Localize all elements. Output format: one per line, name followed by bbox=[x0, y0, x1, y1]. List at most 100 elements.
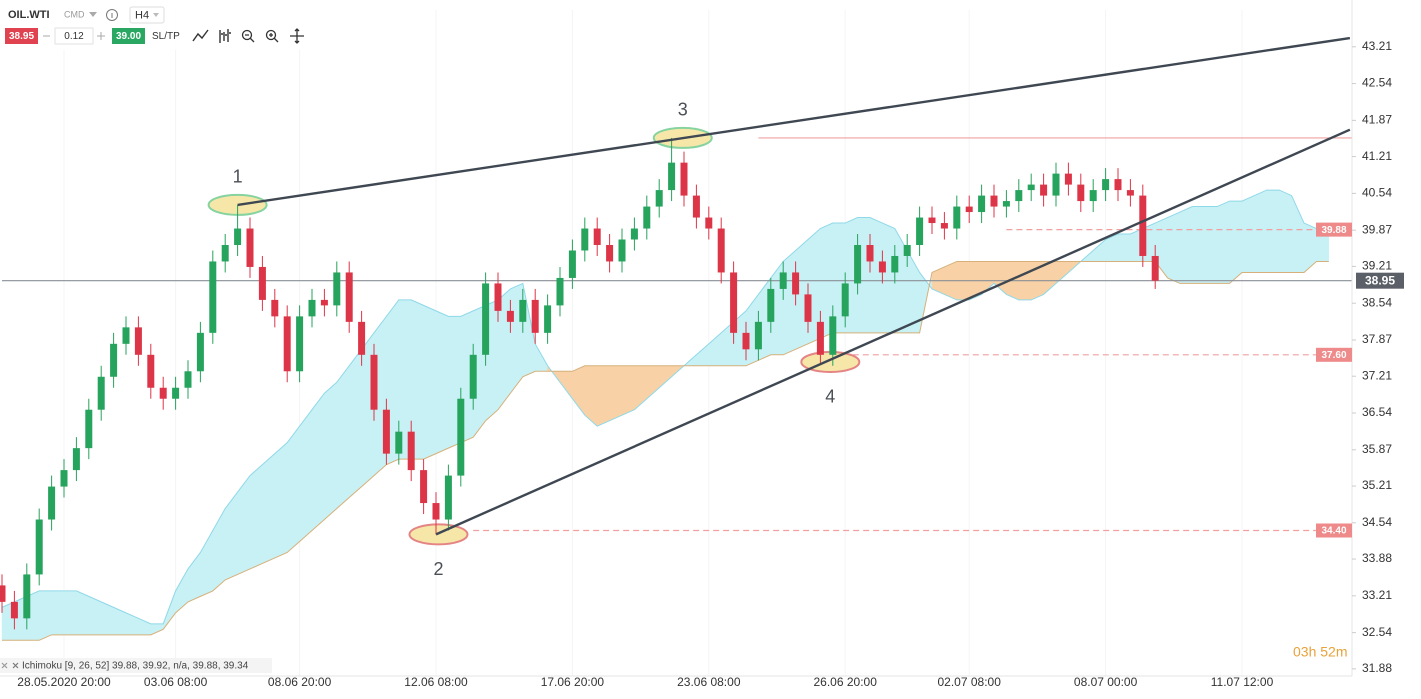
buy-price[interactable]: 39.00 bbox=[116, 31, 141, 42]
candles-icon[interactable] bbox=[219, 29, 231, 43]
info-icon[interactable] bbox=[106, 9, 118, 21]
zoom-in-icon[interactable] bbox=[265, 29, 277, 41]
candle-body bbox=[320, 299, 328, 306]
y-tick-label: 31.88 bbox=[1362, 661, 1392, 675]
y-tick-label: 37.87 bbox=[1362, 332, 1392, 346]
candle-body bbox=[1064, 173, 1072, 185]
candle-body bbox=[767, 288, 775, 322]
indicator-legend-bg bbox=[0, 658, 272, 673]
cloud-segment bbox=[286, 425, 300, 554]
candle-body bbox=[630, 228, 638, 240]
plot-area: 1 2 3 4 bbox=[0, 10, 1352, 676]
zoom-out-icon[interactable] bbox=[241, 29, 253, 41]
candle-body bbox=[1027, 184, 1035, 191]
candle-body bbox=[792, 272, 800, 295]
y-tick-label: 43.21 bbox=[1362, 39, 1392, 53]
price-tag-label: 38.95 bbox=[1365, 273, 1395, 287]
candle-body bbox=[308, 299, 316, 317]
candle-body bbox=[134, 327, 142, 355]
sell-price[interactable]: 38.95 bbox=[9, 31, 34, 42]
candle-body bbox=[444, 475, 452, 520]
y-tick-label: 34.54 bbox=[1362, 515, 1392, 529]
sltp-button[interactable]: SL/TP bbox=[152, 31, 180, 42]
candle-body bbox=[1126, 190, 1134, 196]
cloud-segment bbox=[596, 365, 610, 427]
candle-body bbox=[581, 228, 589, 251]
candle-body bbox=[1151, 255, 1159, 281]
y-tick-label: 42.54 bbox=[1362, 76, 1392, 90]
candle-body bbox=[978, 195, 986, 213]
candle-body bbox=[184, 371, 192, 388]
candle-body bbox=[878, 261, 886, 273]
zoom-in-icon-mark bbox=[269, 33, 279, 43]
cloud-segment bbox=[782, 249, 796, 356]
candle-body bbox=[717, 228, 725, 273]
crosshair-icon[interactable] bbox=[290, 28, 304, 44]
level-tag bbox=[1316, 347, 1352, 362]
candle-body bbox=[928, 217, 936, 224]
candle-body bbox=[494, 283, 502, 311]
plus-button[interactable] bbox=[97, 32, 105, 40]
candle-body bbox=[556, 277, 564, 306]
candle-body bbox=[196, 332, 204, 372]
candle-body bbox=[97, 376, 105, 410]
cloud-segment bbox=[38, 590, 52, 641]
volume-box[interactable] bbox=[54, 27, 94, 45]
candle-body bbox=[110, 343, 118, 377]
cloud-segment bbox=[324, 381, 338, 521]
candle-body bbox=[804, 294, 812, 322]
axes: 31.88 32.54 33.21 33.88 34.54 35.21 35.87 36.54… bbox=[17, 39, 1404, 689]
y-tick-label: 32.54 bbox=[1362, 625, 1392, 639]
candle-body bbox=[395, 431, 403, 454]
cloud-segment bbox=[1216, 200, 1230, 284]
pattern-point-label: 2 bbox=[433, 559, 443, 579]
zoom-out-icon-mark bbox=[245, 34, 255, 43]
candle-body bbox=[643, 206, 651, 229]
buy-button[interactable] bbox=[112, 28, 145, 44]
indicator-hide[interactable] bbox=[12, 662, 19, 669]
candle-body bbox=[1139, 195, 1147, 256]
senkou-span-a bbox=[1, 189, 1330, 625]
y-tick-label: 36.54 bbox=[1362, 405, 1392, 419]
candle-body bbox=[891, 255, 899, 273]
timeframe[interactable]: H4 bbox=[135, 9, 149, 21]
market: CMD bbox=[64, 9, 85, 19]
cloud-segment bbox=[336, 365, 350, 510]
chart-type-icon[interactable] bbox=[192, 29, 209, 42]
candle-body bbox=[680, 162, 688, 196]
timeframe-dropdown bbox=[153, 13, 159, 17]
candle-body bbox=[779, 272, 787, 289]
candle-body bbox=[816, 321, 824, 355]
y-tick-label: 33.88 bbox=[1362, 551, 1392, 565]
candle-body bbox=[1114, 179, 1122, 191]
candle-body bbox=[1102, 179, 1110, 191]
candle-body bbox=[705, 217, 713, 229]
x-tick-label: 03.06 08:00 bbox=[144, 675, 208, 689]
candle-body bbox=[544, 305, 552, 333]
cloud-segment bbox=[609, 365, 623, 422]
indicator-remove[interactable] bbox=[1, 662, 8, 669]
symbol-dropdown[interactable] bbox=[89, 12, 97, 17]
candle-body bbox=[531, 299, 539, 333]
level-tag-label: 34.40 bbox=[1321, 526, 1346, 537]
candle-body bbox=[172, 387, 180, 399]
candle-body bbox=[1089, 190, 1097, 202]
symbol[interactable]: OIL.WTI bbox=[8, 9, 50, 21]
candle-body bbox=[60, 470, 68, 487]
candle-body bbox=[742, 332, 750, 350]
senkou-span-b bbox=[2, 260, 1329, 641]
cloud-segment bbox=[63, 590, 77, 636]
candle-body bbox=[370, 354, 378, 410]
toolbar: OIL.WTI CMD H4 38.95 0.12 39.00 SL/TP bbox=[0, 0, 320, 50]
candle-body bbox=[48, 486, 56, 520]
candle-body bbox=[854, 244, 862, 284]
candle-body bbox=[258, 266, 266, 300]
timeframe-box[interactable] bbox=[129, 6, 165, 24]
candle-body bbox=[668, 162, 676, 191]
candle-body bbox=[866, 244, 874, 262]
cloud-segment bbox=[1192, 206, 1206, 284]
sell-button[interactable] bbox=[5, 28, 38, 44]
x-tick-label: 26.06 20:00 bbox=[813, 675, 877, 689]
volume[interactable]: 0.12 bbox=[64, 31, 84, 42]
